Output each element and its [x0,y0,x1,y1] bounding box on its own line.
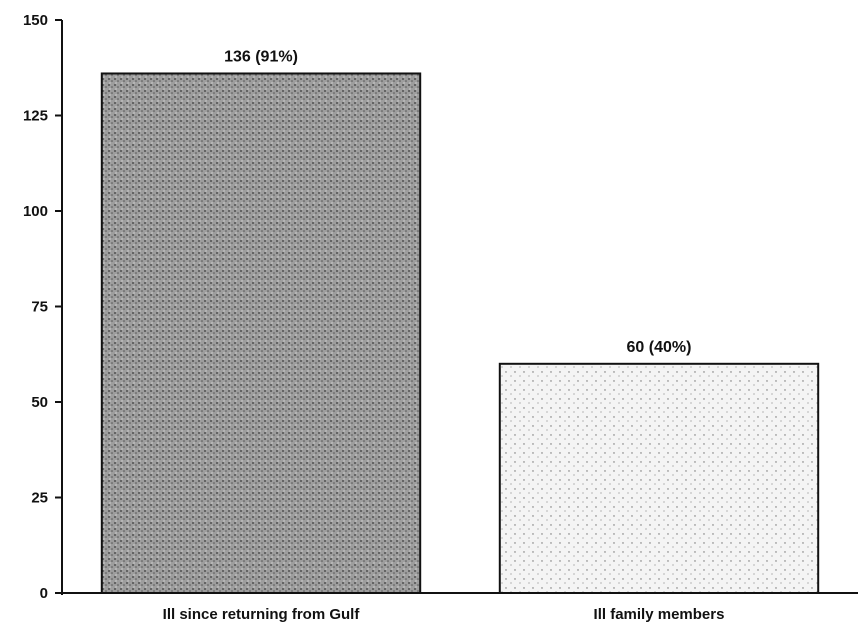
category-label-group: Ill since returning from Gulf Ill family … [163,606,725,623]
bar [498,362,820,594]
y-tick-group: 0 25 50 75 100 125 150 [23,12,62,602]
x-category-label: Ill family members [594,606,725,623]
data-label-group: 136 (91%) 60 (40%) [224,48,691,355]
bar [100,72,422,595]
bar-data-label: 136 (91%) [224,48,298,65]
y-axis: 0 25 50 75 100 125 150 [23,12,63,602]
bar-group [100,72,820,595]
y-tick-label: 100 [23,203,48,220]
y-tick-label: 150 [23,12,48,29]
bar-data-label: 60 (40%) [627,339,692,356]
y-tick-label: 75 [31,299,48,316]
y-tick-label: 25 [31,490,48,507]
y-tick-label: 50 [31,394,48,411]
x-category-label: Ill since returning from Gulf [163,606,361,623]
y-tick-label: 125 [23,108,48,125]
y-tick-label: 0 [40,585,48,602]
